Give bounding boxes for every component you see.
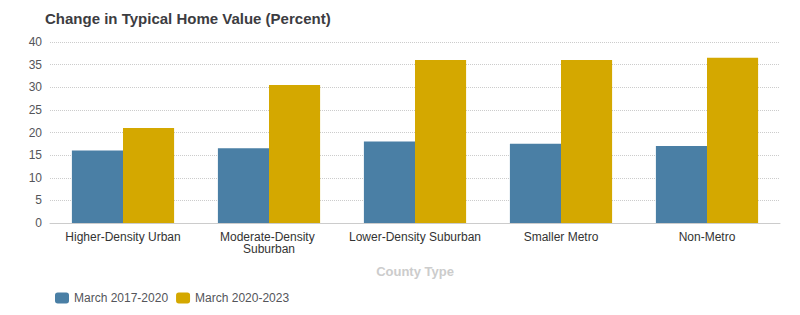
svg-text:40: 40 — [29, 35, 43, 49]
svg-text:20: 20 — [29, 126, 43, 140]
svg-text:Lower-Density Suburban: Lower-Density Suburban — [349, 230, 481, 244]
svg-text:Smaller Metro: Smaller Metro — [524, 230, 599, 244]
svg-text:Moderate-Density: Moderate-Density — [220, 230, 318, 244]
svg-text:5: 5 — [35, 193, 42, 207]
svg-text:Suburban: Suburban — [243, 242, 295, 256]
svg-text:Higher-Density Urban: Higher-Density Urban — [65, 230, 180, 244]
svg-text:35: 35 — [29, 58, 43, 72]
svg-text:March 2020-2023: March 2020-2023 — [195, 291, 289, 305]
svg-text:10: 10 — [29, 171, 43, 185]
svg-text:30: 30 — [29, 80, 43, 94]
svg-text:Change in Typical Home Value (: Change in Typical Home Value (Percent) — [45, 10, 331, 27]
svg-text:County Type: County Type — [376, 264, 454, 279]
svg-text:Non-Metro: Non-Metro — [679, 230, 736, 244]
svg-text:15: 15 — [29, 148, 43, 162]
svg-text:March 2017-2020: March 2017-2020 — [74, 291, 168, 305]
svg-text:0: 0 — [35, 216, 42, 230]
svg-text:25: 25 — [29, 103, 43, 117]
